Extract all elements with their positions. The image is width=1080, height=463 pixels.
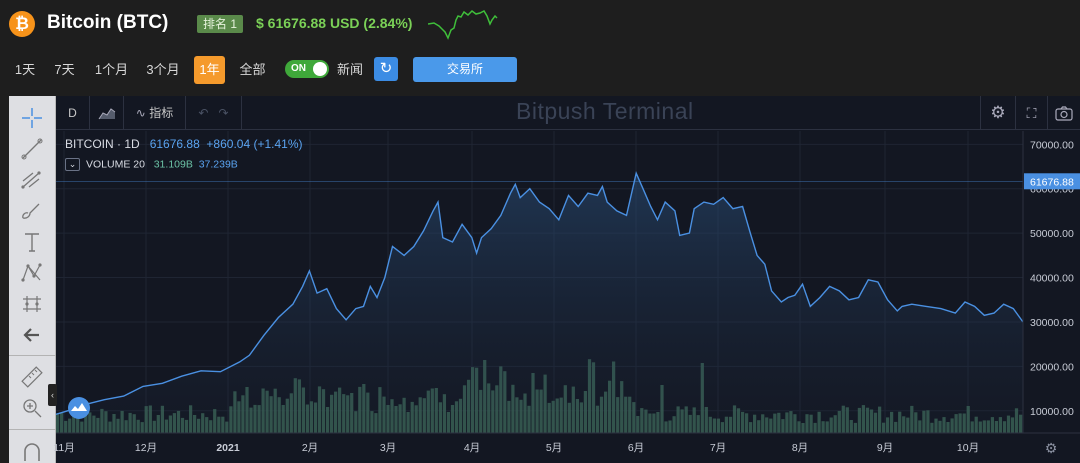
- y-tick-label: 40000.00: [1030, 273, 1074, 285]
- toggle-knob: [313, 62, 327, 76]
- x-tick-label: 4月: [464, 442, 480, 454]
- area-chart-icon: [98, 108, 115, 120]
- time-axis: 11月 12月 2021 2月 3月 4月 5月 6月 7月 8月 9月 10月 ⚙: [53, 432, 1080, 463]
- undo-icon[interactable]: ↶: [198, 106, 209, 120]
- fib-retracement-icon[interactable]: [19, 167, 45, 193]
- price-chart-canvas[interactable]: 70000.0060000.0050000.0040000.0030000.00…: [9, 96, 1080, 463]
- x-tick-label: 11月: [53, 442, 74, 454]
- x-tick-label: 6月: [628, 442, 644, 454]
- x-tick-label: 5月: [546, 442, 562, 454]
- range-3m[interactable]: 3个月: [146, 62, 180, 77]
- rank-badge: 排名 1: [197, 15, 244, 33]
- axis-settings-icon: ⚙: [1045, 440, 1058, 456]
- crosshair-icon[interactable]: [19, 105, 45, 131]
- legend-last: 61676.88: [149, 137, 200, 151]
- range-1y[interactable]: 1年: [194, 56, 225, 84]
- exchange-button[interactable]: 交易所: [413, 57, 517, 82]
- chart-toolbar: D ∿ 指标 ↶ ↷ Bitpush Terminal ⚙ ⛶: [56, 96, 1080, 130]
- trend-line-icon[interactable]: [19, 136, 45, 162]
- x-tick-label: 7月: [710, 442, 726, 454]
- indicators-label: 指标: [149, 106, 174, 120]
- range-1m[interactable]: 1个月: [94, 62, 129, 77]
- back-arrow-icon[interactable]: [19, 322, 45, 348]
- zoom-in-icon[interactable]: [19, 395, 45, 421]
- screenshot-button[interactable]: [1048, 96, 1080, 130]
- price-area: [56, 173, 1023, 433]
- symbol-legend: BITCOIN · 1D 61676.88 +860.04 (+1.41%): [65, 137, 303, 151]
- y-tick-label: 30000.00: [1030, 317, 1074, 329]
- fullscreen-button[interactable]: ⛶: [1016, 96, 1048, 130]
- price-change: $ 61676.88 USD (2.84%): [256, 15, 413, 31]
- last-price-tag: [1024, 173, 1080, 190]
- refresh-icon: ↻: [379, 60, 393, 77]
- news-toggle[interactable]: ON: [285, 60, 329, 78]
- volume-name: VOLUME 20: [86, 158, 145, 171]
- volume-value-a: 31.109B: [153, 158, 193, 171]
- fullscreen-icon: ⛶: [1026, 105, 1037, 121]
- symbol-name: BITCOIN · 1D: [65, 137, 140, 151]
- chevron-down-icon[interactable]: ⌄: [65, 158, 80, 171]
- x-tick-label: 3月: [380, 442, 396, 454]
- terminal-watermark: Bitpush Terminal: [516, 98, 694, 124]
- toolbar-divider: [9, 429, 56, 430]
- x-tick-label: 9月: [877, 442, 893, 454]
- drawing-toolbar: ‹: [9, 96, 57, 463]
- pattern-icon[interactable]: [19, 260, 45, 286]
- bitcoin-logo-icon: ₿: [9, 11, 35, 37]
- gear-icon: ⚙: [990, 103, 1006, 122]
- y-tick-label: 10000.00: [1030, 406, 1074, 418]
- price-line: [55, 170, 1024, 415]
- x-tick-label: 2月: [302, 442, 318, 454]
- settings-button[interactable]: ⚙: [980, 96, 1016, 130]
- chart-type-button[interactable]: [90, 96, 124, 130]
- ruler-icon[interactable]: [19, 364, 45, 390]
- undo-redo-group[interactable]: ↶ ↷: [186, 96, 242, 130]
- toggle-state: ON: [291, 63, 306, 74]
- y-tick-label: 20000.00: [1030, 361, 1074, 373]
- last-price-label: 61676.88: [1030, 176, 1074, 188]
- price-axis: 70000.0060000.0050000.0040000.0030000.00…: [1022, 131, 1080, 463]
- text-tool-icon[interactable]: [19, 229, 45, 255]
- prediction-icon[interactable]: [19, 291, 45, 317]
- redo-icon[interactable]: ↷: [218, 106, 229, 120]
- refresh-button[interactable]: ↻: [374, 57, 398, 81]
- toolbar-divider: [9, 355, 56, 356]
- price-sparkline: [428, 10, 498, 40]
- range-7d[interactable]: 7天: [54, 62, 75, 77]
- axis-bg: [56, 433, 1080, 463]
- indicators-button[interactable]: ∿ 指标: [124, 96, 186, 130]
- camera-icon: [1055, 106, 1073, 121]
- x-tick-label: 10月: [957, 442, 979, 454]
- magnet-icon[interactable]: [19, 439, 45, 463]
- volume-value-b: 37.239B: [198, 158, 238, 171]
- y-tick-label: 70000.00: [1030, 139, 1074, 151]
- legend-change: +860.04 (+1.41%): [206, 137, 303, 151]
- trading-chart: ‹ D ∿ 指标 ↶ ↷ Bitpush Terminal ⚙ ⛶: [9, 96, 1080, 463]
- interval-button[interactable]: D: [56, 96, 90, 130]
- collapse-toolbar-button[interactable]: ‹: [48, 384, 57, 406]
- y-tick-label: 50000.00: [1030, 228, 1074, 240]
- logo-badge: [68, 397, 90, 419]
- news-label: 新闻: [337, 62, 364, 77]
- volume-legend: ⌄ VOLUME 20 31.109B 37.239B: [65, 158, 238, 171]
- indicators-icon: ∿: [135, 106, 146, 120]
- x-tick-label: 2021: [216, 442, 240, 454]
- x-tick-label: 8月: [792, 442, 808, 454]
- brush-icon[interactable]: [19, 198, 45, 224]
- range-all[interactable]: 全部: [239, 62, 266, 77]
- x-tick-label: 12月: [135, 442, 157, 454]
- coin-title: Bitcoin (BTC): [47, 12, 169, 33]
- range-1d[interactable]: 1天: [14, 62, 36, 77]
- coin-header: ₿ Bitcoin (BTC) 排名 1 $ 61676.88 USD (2.8…: [0, 0, 1080, 96]
